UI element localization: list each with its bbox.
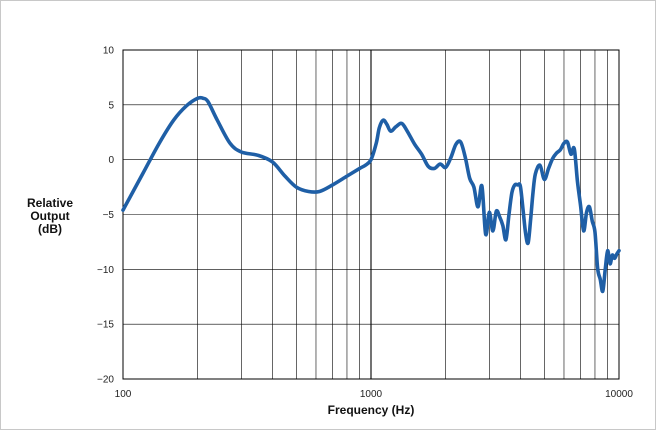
x-tick-label: 10000: [605, 389, 633, 400]
plot-border: [122, 49, 620, 380]
x-tick-labels: 100 1000 10000: [115, 389, 634, 400]
y-axis-label-line1: Relative: [27, 196, 73, 210]
x-tick-label: 100: [115, 389, 132, 400]
x-axis-label: Frequency (Hz): [328, 403, 415, 417]
y-axis-label-line3: (dB): [38, 222, 62, 236]
y-tick-label: −5: [103, 210, 115, 221]
y-tick-label: 10: [103, 46, 115, 57]
y-tick-label: −10: [97, 265, 114, 276]
y-tick-label: 5: [108, 100, 114, 111]
y-tick-label: 0: [108, 155, 114, 166]
y-tick-label: −15: [97, 320, 114, 331]
response-curve: [121, 95, 621, 294]
y-tick-labels: 10 5 0 −5 −10 −15 −20: [97, 46, 114, 386]
x-tick-label: 1000: [360, 389, 383, 400]
y-axis-label-line2: Output: [30, 209, 69, 223]
y-tick-label: −20: [97, 375, 114, 386]
